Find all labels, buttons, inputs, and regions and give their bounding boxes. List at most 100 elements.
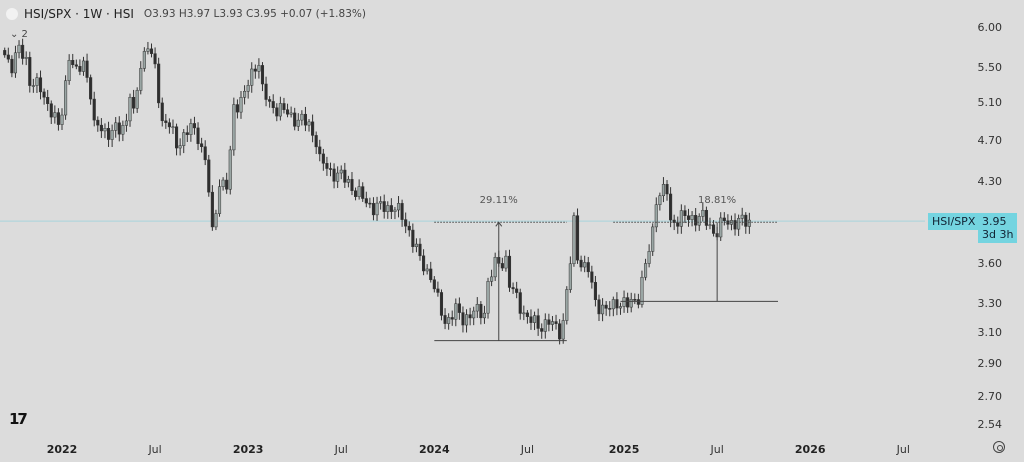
candle-body [518, 292, 522, 314]
symbol-tag: HSI/SPX [928, 213, 980, 230]
candle-body [149, 48, 154, 54]
candle-body [500, 263, 504, 269]
candle-body [432, 279, 436, 290]
candle-body [396, 203, 401, 211]
candle-body [153, 53, 157, 65]
candle-body [747, 219, 751, 227]
candle-body [321, 153, 325, 164]
candle-body [357, 186, 361, 197]
price-tick-label: 4.30 [977, 174, 1003, 188]
candle-body [404, 219, 408, 227]
candle-body [139, 68, 143, 91]
candle-body [203, 146, 207, 161]
candle-body [38, 77, 43, 93]
candle-body [694, 215, 698, 226]
candle-body [200, 143, 204, 147]
price-tick-label: 2.54 [977, 418, 1003, 432]
candle-body [175, 126, 179, 149]
indicators-collapse-toggle[interactable]: ⌄ 2 [10, 29, 28, 40]
candle-body [35, 77, 39, 86]
candle-body [418, 243, 422, 257]
candle-body [593, 282, 597, 300]
candle-body [332, 168, 336, 182]
candle-body [285, 109, 290, 115]
candle-body [425, 268, 429, 272]
candle-body [117, 122, 121, 135]
candle-body [737, 218, 741, 230]
candle-body [24, 57, 28, 59]
candle-body [303, 113, 307, 126]
candle-body [182, 132, 186, 146]
symbol-title[interactable]: HSI/SPX · 1W · HSI [24, 7, 134, 21]
time-tick-label: Jul [520, 443, 535, 456]
candle-body [296, 119, 300, 127]
candle-body [293, 112, 297, 127]
candle-body [232, 104, 236, 151]
candle-body [690, 215, 694, 220]
candle-body [561, 320, 565, 340]
candle-body [250, 68, 254, 86]
candle-body [429, 268, 433, 281]
candle-body [214, 213, 218, 228]
candle-body [590, 271, 594, 283]
candle-body [106, 128, 111, 140]
candle-body [658, 195, 662, 205]
candle-body [379, 201, 383, 204]
candle-body [744, 214, 748, 227]
candle-body [604, 304, 608, 309]
candle-body [622, 297, 626, 307]
tradingview-logo[interactable]: 17 [9, 410, 28, 428]
candle-body [271, 101, 275, 108]
bar-countdown: 3d 3h [982, 228, 1014, 241]
candle-body [597, 299, 601, 315]
price-tick-label: 5.50 [977, 61, 1003, 75]
candle-body [339, 169, 343, 174]
candle-body [411, 229, 415, 247]
price-tick-label: 5.10 [977, 96, 1003, 110]
candle-body [124, 120, 128, 126]
candle-body [464, 314, 469, 326]
candle-body [382, 201, 386, 212]
candle-body [507, 255, 512, 288]
candle-body [697, 216, 701, 226]
candle-body [443, 315, 447, 324]
candle-body [661, 184, 665, 197]
candle-body [157, 63, 161, 104]
candle-body [253, 68, 257, 72]
candle-body [164, 120, 168, 123]
candle-body [608, 308, 612, 310]
candle-body [565, 289, 569, 321]
candle-body [207, 159, 211, 193]
candle-body [132, 96, 136, 109]
candle-body [704, 209, 708, 226]
candle-body [31, 85, 35, 87]
candle-body [575, 215, 580, 261]
candle-body [361, 186, 365, 199]
candle-body [633, 299, 637, 301]
candle-body [142, 51, 146, 69]
candle-body [547, 319, 551, 325]
symbol-circle-icon [6, 8, 18, 20]
price-tick-label: 2.70 [977, 389, 1003, 403]
candle-body [336, 172, 340, 182]
candle-body [468, 314, 472, 319]
price-tick-label: 3.30 [977, 297, 1003, 311]
candle-body [3, 50, 7, 56]
candle-body [225, 179, 229, 190]
candle-body [289, 112, 293, 115]
candle-body [400, 203, 404, 220]
arrow-up-icon [495, 221, 503, 227]
candle-body [81, 60, 86, 72]
candle-body [217, 186, 222, 214]
candle-body [307, 121, 311, 126]
candle-body [457, 303, 461, 313]
candle-body [13, 52, 18, 74]
candle-body [601, 304, 605, 315]
candle-body [78, 66, 82, 72]
gear-icon[interactable] [993, 441, 1005, 453]
candle-body [221, 179, 225, 187]
candle-body [110, 130, 114, 140]
candle-body [529, 316, 533, 323]
